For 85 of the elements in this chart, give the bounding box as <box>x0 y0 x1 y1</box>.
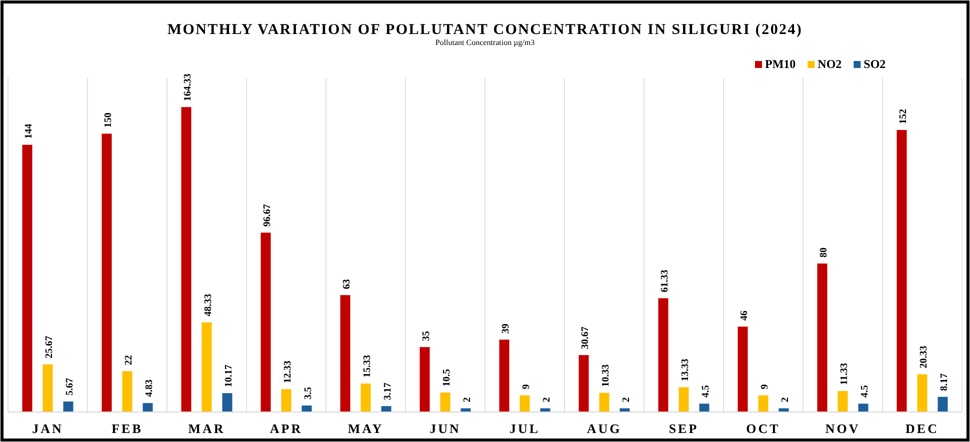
bar <box>222 393 232 412</box>
data-label: 39 <box>500 324 512 334</box>
data-label: 144 <box>23 124 34 139</box>
data-label: 4.5 <box>859 385 870 398</box>
data-label: 2 <box>462 397 473 402</box>
x-tick-label: NOV <box>825 421 860 436</box>
data-label: 15.33 <box>362 355 373 378</box>
data-label: 4.83 <box>144 380 155 398</box>
bar <box>938 396 948 412</box>
data-label: 11.33 <box>838 363 850 385</box>
bar <box>181 107 192 412</box>
chart-title: MONTHLY VARIATION OF POLLUTANT CONCENTRATION IN SILIGURI (2024) <box>167 22 803 38</box>
bar <box>302 406 312 412</box>
bar <box>858 404 868 412</box>
legend-label: NO2 <box>818 57 842 71</box>
data-label: 3.5 <box>302 387 314 400</box>
x-tick-label: JUL <box>509 421 540 436</box>
x-tick-label: AUG <box>586 421 622 436</box>
data-label: 164.33 <box>182 74 194 102</box>
bar <box>420 347 430 412</box>
data-label: 80 <box>818 248 830 258</box>
bar <box>381 406 392 412</box>
data-label: 10.5 <box>441 369 452 387</box>
bar <box>440 392 450 412</box>
bar <box>260 232 271 412</box>
data-label: 25.67 <box>44 336 55 358</box>
data-label: 4.5 <box>700 385 712 398</box>
x-tick-label: FEB <box>112 421 143 436</box>
data-label: 96.67 <box>262 204 273 227</box>
bar <box>817 264 828 412</box>
data-label: 5.67 <box>64 378 76 396</box>
bar <box>678 387 689 412</box>
bar <box>520 395 530 412</box>
bar <box>63 401 74 412</box>
chart-subtitle: Pollutant Concentration µg/m3 <box>435 38 535 47</box>
bar <box>202 322 212 412</box>
data-label: 12.33 <box>282 360 294 384</box>
data-label: 20.33 <box>918 346 930 368</box>
data-label: 2 <box>541 397 552 402</box>
bar <box>758 395 768 412</box>
bar <box>896 130 907 412</box>
bar <box>917 374 928 412</box>
x-tick-label: OCT <box>746 421 780 436</box>
x-tick-label: APR <box>270 421 303 436</box>
bar <box>499 340 510 412</box>
data-label: 2 <box>780 397 791 402</box>
data-label: 152 <box>898 108 909 124</box>
x-tick-label: JAN <box>32 421 64 436</box>
bar <box>102 134 112 412</box>
data-label: 30.67 <box>580 326 591 350</box>
x-tick-label: MAY <box>348 421 384 436</box>
data-label: 63 <box>341 279 352 290</box>
bar <box>42 364 53 412</box>
x-tick-label: JUN <box>430 421 461 436</box>
data-label: 9 <box>520 384 532 390</box>
legend-label: PM10 <box>765 57 796 71</box>
data-label: 35 <box>420 331 432 342</box>
bar <box>22 144 32 412</box>
bar <box>838 390 848 412</box>
data-label: 10.33 <box>600 364 612 387</box>
data-label: 10.17 <box>223 364 234 388</box>
data-label: 8.17 <box>938 373 950 391</box>
bar <box>281 389 292 412</box>
x-tick-label: DEC <box>906 421 939 436</box>
bar <box>122 371 132 412</box>
bar <box>340 295 350 412</box>
data-label: 3.17 <box>382 382 394 400</box>
data-label: 46 <box>738 310 750 321</box>
bar <box>599 392 610 412</box>
bar <box>658 298 668 412</box>
data-label: 2 <box>620 397 632 402</box>
bar <box>360 384 371 412</box>
data-label: 13.33 <box>680 358 691 382</box>
data-label: 22 <box>123 355 134 366</box>
data-label: 9 <box>759 384 770 390</box>
bar <box>699 404 710 412</box>
bar <box>578 355 589 412</box>
bar <box>738 326 748 412</box>
data-label: 150 <box>102 112 114 128</box>
bar <box>142 403 153 412</box>
x-tick-label: MAR <box>188 421 226 436</box>
x-tick-label: SEP <box>668 421 699 436</box>
data-label: 61.33 <box>659 270 670 292</box>
data-label: 48.33 <box>202 294 214 316</box>
legend-label: SO2 <box>864 57 886 71</box>
